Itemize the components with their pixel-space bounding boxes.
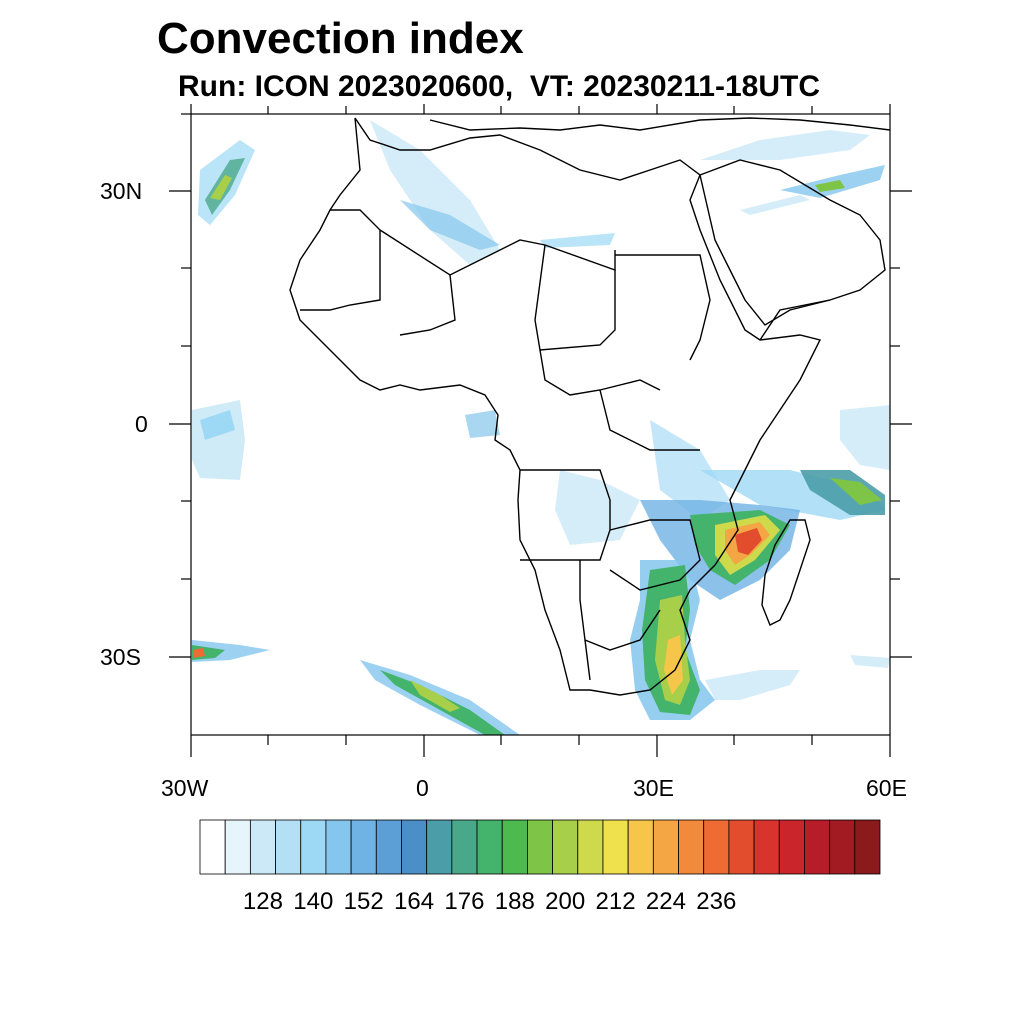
colorbar-swatch: [300, 819, 327, 875]
colorbar-swatch: [804, 819, 831, 875]
chart-subtitle: Run: ICON 2023020600, VT: 20230211-18UTC: [178, 70, 820, 103]
x-tick-label-60e: 60E: [866, 775, 907, 801]
colorbar-label: 236: [696, 888, 737, 915]
colorbar-swatch: [527, 819, 553, 875]
colorbar-label: 164: [394, 888, 435, 915]
colorbar-swatch: [703, 819, 730, 875]
colorbar: [199, 819, 881, 875]
map-frame: [190, 113, 891, 736]
x-tick-label-30e: 30E: [633, 775, 674, 801]
colorbar-swatch: [401, 819, 428, 875]
colorbar-swatch: [829, 819, 856, 875]
colorbar-swatch: [652, 819, 679, 875]
colorbar-swatch: [375, 819, 402, 875]
colorbar-swatch: [501, 819, 528, 875]
colorbar-label: 152: [343, 888, 384, 915]
colorbar-label: 140: [293, 888, 334, 915]
colorbar-swatch: [350, 819, 377, 875]
arabia-coastline: [699, 159, 886, 326]
colorbar-swatch: [577, 819, 604, 875]
colorbar-label: 128: [242, 888, 283, 915]
colorbar-swatch: [325, 819, 352, 875]
colorbar-swatch: [678, 819, 705, 875]
coastlines: [289, 117, 890, 696]
x-tick-label-0: 0: [416, 775, 429, 801]
colorbar-swatch: [426, 819, 453, 875]
colorbar-label: 212: [595, 888, 636, 915]
colorbar-label: 200: [545, 888, 586, 915]
colorbar-swatch: [224, 819, 251, 875]
colorbar-swatch: [854, 819, 881, 875]
tick-marks: [169, 104, 912, 757]
colorbar-swatch: [753, 819, 780, 875]
colorbar-swatch: [728, 819, 755, 875]
colorbar-swatch: [249, 819, 276, 875]
africa-coastline: [289, 117, 822, 696]
colorbar-swatch: [602, 819, 629, 875]
colorbar-swatch: [552, 819, 579, 875]
y-tick-label-30s: 30S: [100, 644, 141, 670]
colorbar-swatch: [778, 819, 805, 875]
colorbar-label: 224: [645, 888, 686, 915]
colorbar-label: 188: [494, 888, 535, 915]
chart-title: Convection index: [157, 14, 524, 63]
madagascar-coastline: [761, 519, 811, 626]
colorbar-swatch: [275, 819, 302, 875]
convection-field: [192, 120, 890, 735]
x-tick-label-30w: 30W: [161, 775, 209, 801]
colorbar-swatch: [476, 819, 503, 875]
colorbar-swatch: [451, 819, 478, 875]
colorbar-swatch: [627, 819, 654, 875]
y-tick-label-30n: 30N: [100, 178, 143, 204]
colorbar-swatch: [199, 819, 226, 875]
colorbar-label: 176: [444, 888, 485, 915]
y-tick-label-0: 0: [135, 411, 148, 437]
